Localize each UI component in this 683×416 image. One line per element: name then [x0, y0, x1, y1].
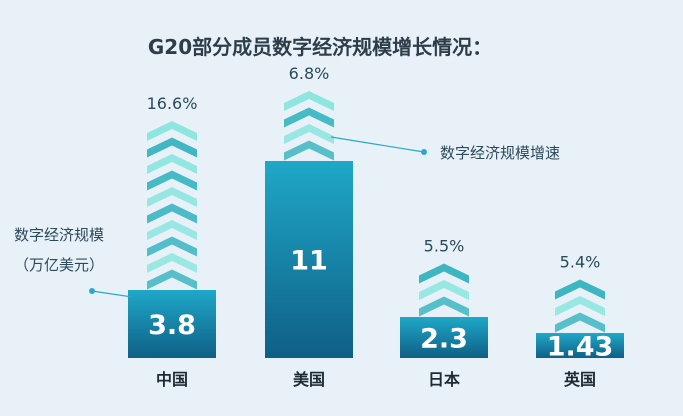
growth-chevron-2	[284, 91, 334, 111]
growth-chevron-1	[147, 154, 197, 174]
category-label: 中国	[156, 370, 188, 389]
growth-label: 5.5%	[424, 237, 465, 256]
growth-annotation-line	[330, 136, 425, 153]
growth-chevron-1	[147, 269, 197, 290]
growth-chevron-2	[284, 124, 334, 144]
growth-chevron-1	[147, 236, 197, 257]
bar-1	[128, 290, 216, 358]
growth-label: 16.6%	[147, 94, 198, 113]
bar-3	[400, 317, 488, 358]
growth-chevron-2	[284, 107, 334, 128]
growth-chevron-2	[284, 140, 334, 161]
growth-chevron-3	[419, 296, 469, 317]
growth-series-label: 数字经济规模增速	[440, 144, 560, 162]
growth-chevron-1	[147, 170, 197, 191]
growth-label: 6.8%	[289, 64, 330, 83]
growth-chevron-1	[147, 187, 197, 207]
growth-chevron-3	[419, 280, 469, 300]
bar-value-label: 1.43	[547, 332, 614, 363]
growth-chevron-4	[555, 279, 605, 300]
growth-chevron-1	[147, 203, 197, 224]
growth-chevron-4	[555, 296, 605, 316]
chart-title: G20部分成员数字经济规模增长情况：	[148, 35, 492, 59]
growth-label: 5.4%	[560, 253, 601, 272]
growth-chevron-1	[147, 220, 197, 240]
bar-2	[265, 161, 353, 358]
category-label: 英国	[563, 370, 596, 389]
growth-chevron-4	[555, 312, 605, 333]
category-label: 美国	[293, 370, 325, 389]
bar-value-label: 3.8	[148, 310, 196, 341]
value-series-label-line1: 数字经济规模	[14, 226, 104, 244]
growth-chevron-1	[147, 121, 197, 141]
category-label: 日本	[428, 370, 460, 389]
bar-value-label: 11	[290, 246, 328, 277]
bar-value-label: 2.3	[420, 324, 468, 355]
value-annotation-line	[91, 290, 133, 298]
bar-4	[536, 333, 624, 358]
value-series-label-line2: （万亿美元）	[14, 256, 104, 274]
growth-chevron-3	[419, 263, 469, 284]
growth-chevron-1	[147, 253, 197, 273]
growth-chevron-1	[147, 137, 197, 158]
chart-marks: 16.6% 3.8 中国 6.8% 11 美国 5.5% 2.3 日本 5.4% 1.43 英国	[128, 64, 624, 389]
